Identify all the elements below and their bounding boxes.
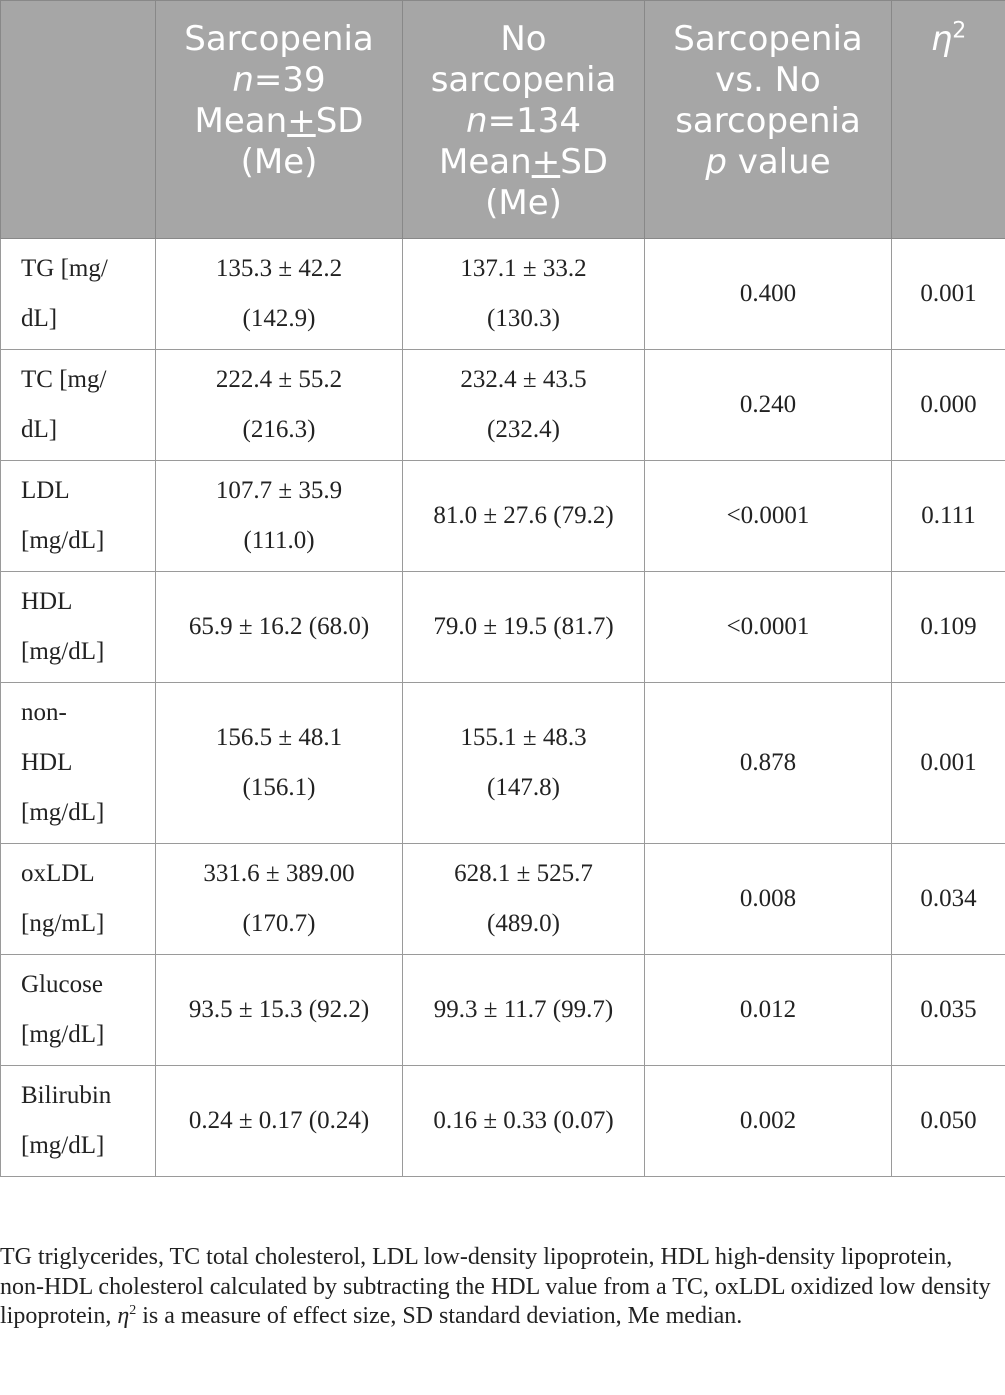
eta-squared-value: 0.034 (891, 843, 1005, 955)
p-value: <0.0001 (644, 460, 892, 572)
p-value: 0.008 (644, 843, 892, 955)
no-sarcopenia-value: 155.1 ± 48.3 (147.8) (402, 682, 645, 844)
no-sarcopenia-value: 137.1 ± 33.2 (130.3) (402, 238, 645, 350)
results-table: Sarcopenia n=39 Mean+SD (Me) No sarcopen… (0, 0, 1005, 1177)
header-sarcopenia: Sarcopenia n=39 Mean+SD (Me) (155, 0, 403, 239)
no-sarcopenia-value: 0.16 ± 0.33 (0.07) (402, 1065, 645, 1177)
row-label: Glucose [mg/dL] (0, 954, 156, 1066)
sarcopenia-value: 331.6 ± 389.00 (170.7) (155, 843, 403, 955)
sarcopenia-value: 93.5 ± 15.3 (92.2) (155, 954, 403, 1066)
table-row: LDL [mg/dL] 107.7 ± 35.9 (111.0) 81.0 ± 27.6… (0, 460, 1005, 572)
row-label: non- HDL [mg/dL] (0, 682, 156, 844)
row-label: TG [mg/dL] (0, 238, 156, 350)
table-footnote: TG triglycerides, TC total cholesterol, … (0, 1244, 991, 1330)
eta-squared-value: 0.001 (891, 238, 1005, 350)
table-row: Bilirubin [mg/dL] 0.24 ± 0.17 (0.24) 0.16 ±… (0, 1065, 1005, 1177)
row-label: oxLDL [ng/mL] (0, 843, 156, 955)
header-p-value: Sarcopenia vs. No sarcopenia p value (644, 0, 892, 239)
sarcopenia-value: 107.7 ± 35.9 (111.0) (155, 460, 403, 572)
table-row: HDL [mg/dL] 65.9 ± 16.2 (68.0) 79.0 ± 19.5 … (0, 571, 1005, 683)
eta-squared-value: 0.000 (891, 349, 1005, 461)
no-sarcopenia-value: 99.3 ± 11.7 (99.7) (402, 954, 645, 1066)
sarcopenia-value: 222.4 ± 55.2 (216.3) (155, 349, 403, 461)
p-value: 0.240 (644, 349, 892, 461)
eta-squared-value: 0.109 (891, 571, 1005, 683)
p-value: 0.012 (644, 954, 892, 1066)
sarcopenia-value: 65.9 ± 16.2 (68.0) (155, 571, 403, 683)
no-sarcopenia-value: 81.0 ± 27.6 (79.2) (402, 460, 645, 572)
sarcopenia-value: 135.3 ± 42.2 (142.9) (155, 238, 403, 350)
eta-squared-value: 0.050 (891, 1065, 1005, 1177)
p-value: 0.002 (644, 1065, 892, 1177)
row-label: TC [mg/dL] (0, 349, 156, 461)
sarcopenia-value: 156.5 ± 48.1 (156.1) (155, 682, 403, 844)
p-value: 0.400 (644, 238, 892, 350)
header-no-sarcopenia: No sarcopenia n=134 Mean+SD (Me) (402, 0, 645, 239)
sarcopenia-value: 0.24 ± 0.17 (0.24) (155, 1065, 403, 1177)
header-empty-cell (0, 0, 156, 239)
table-row: oxLDL [ng/mL] 331.6 ± 389.00 (170.7) 628.1 ±… (0, 843, 1005, 955)
table-header-row: Sarcopenia n=39 Mean+SD (Me) No sarcopen… (0, 0, 1005, 239)
row-label: Bilirubin [mg/dL] (0, 1065, 156, 1177)
header-eta-squared: η2 (891, 0, 1005, 239)
table-body: TG [mg/dL] 135.3 ± 42.2 (142.9) 137.1 ± 33.… (0, 238, 1005, 1177)
row-label: LDL [mg/dL] (0, 460, 156, 572)
no-sarcopenia-value: 232.4 ± 43.5 (232.4) (402, 349, 645, 461)
table-row: TG [mg/dL] 135.3 ± 42.2 (142.9) 137.1 ± 33.… (0, 238, 1005, 350)
no-sarcopenia-value: 79.0 ± 19.5 (81.7) (402, 571, 645, 683)
eta-squared-value: 0.035 (891, 954, 1005, 1066)
table-row: Glucose [mg/dL] 93.5 ± 15.3 (92.2) 99.3 ± 1… (0, 954, 1005, 1066)
p-value: <0.0001 (644, 571, 892, 683)
table-row: TC [mg/dL] 222.4 ± 55.2 (216.3) 232.4 ± 43.… (0, 349, 1005, 461)
p-value: 0.878 (644, 682, 892, 844)
row-label: HDL [mg/dL] (0, 571, 156, 683)
eta-squared-value: 0.001 (891, 682, 1005, 844)
no-sarcopenia-value: 628.1 ± 525.7 (489.0) (402, 843, 645, 955)
table-row: non- HDL [mg/dL] 156.5 ± 48.1 (156.1) 155.1 ±… (0, 682, 1005, 844)
eta-squared-value: 0.111 (891, 460, 1005, 572)
